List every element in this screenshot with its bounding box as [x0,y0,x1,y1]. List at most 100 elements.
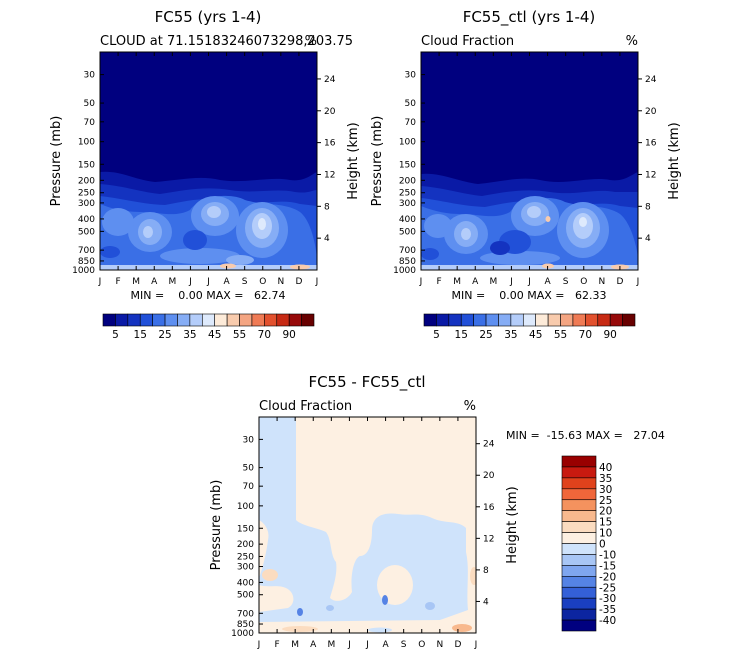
colorbar-swatch [561,510,597,522]
colorbar-swatch [139,313,153,327]
x-tick-label: S [242,277,248,287]
x-tick-label: M [327,640,335,650]
colorbar-swatch [201,313,216,327]
panel-a-ylabel-right: Height (km) [346,122,361,199]
panel-c-field [259,417,476,633]
panel-b-ylabel-right: Height (km) [667,122,682,199]
colorbar-label: 25 [479,329,492,341]
colorbar-label: 90 [603,329,616,341]
y-right-tick-label: 16 [645,139,657,149]
panel-c-ylabel-right: Height (km) [505,486,520,563]
y-right-tick-label: 4 [324,234,330,244]
panel-c-ylabel: Pressure (mb) [209,480,224,571]
y-right-tick-label: 24 [324,75,336,85]
y-tick-label: 30 [243,435,255,445]
colorbar-label: 45 [529,329,542,341]
x-tick-label: J [206,277,210,287]
y-tick-label: 400 [78,215,95,225]
colorbar-swatch [561,466,597,479]
colorbar-swatch [127,313,141,327]
y-tick-label: 500 [237,591,254,601]
y-right-tick-label: 16 [483,503,495,513]
panel-b-field [421,52,638,270]
colorbar-swatch [288,313,302,327]
x-tick-label: A [382,640,389,650]
x-tick-label: N [598,277,605,287]
colorbar-label: 70 [258,329,271,341]
colorbar-swatch [264,313,278,327]
y-tick-label: 700 [237,609,254,619]
x-tick-label: M [168,277,176,287]
colorbar-swatch [622,313,636,327]
colorbar-label: 0 [599,539,606,551]
y-right-tick-label: 20 [483,471,495,481]
x-tick-label: A [310,640,317,650]
x-tick-label: M [132,277,140,287]
y-right-tick-label: 20 [324,107,336,117]
panel-c-subtitle: Cloud Fraction [259,399,352,414]
y-tick-label: 850 [78,257,95,267]
x-tick-label: N [277,277,284,287]
colorbar-label: 55 [233,329,246,341]
colorbar-label: -20 [599,571,616,583]
colorbar-swatch [485,313,499,327]
x-tick-label: F [274,640,279,650]
x-tick-label: J [509,277,513,287]
colorbar-label: -25 [599,582,616,594]
colorbar-swatch [423,313,437,327]
colorbar-swatch [561,532,597,544]
y-tick-label: 250 [237,552,254,562]
y-tick-label: 500 [78,227,95,237]
panel-a-colorbar: 5 15 25 35 45 55 70 90 [102,313,315,341]
y-tick-label: 70 [243,482,255,492]
panel-a-stats: MIN = 0.00 MAX = 62.74 [131,289,286,302]
colorbar-label: 25 [599,495,612,507]
colorbar-swatch [561,521,597,533]
x-tick-label: J [636,277,640,287]
colorbar-swatch [214,313,228,327]
colorbar-swatch [276,313,290,327]
y-tick-label: 400 [399,215,416,225]
panel-b-ylabel: Pressure (mb) [370,116,385,207]
colorbar-swatch [561,554,597,566]
colorbar-swatch [448,313,462,327]
y-tick-label: 300 [78,199,95,209]
colorbar-swatch [585,313,599,327]
colorbar-label: -10 [599,549,616,561]
colorbar-swatch [152,313,166,327]
colorbar-label: 30 [599,484,612,496]
colorbar-label: 10 [599,528,612,540]
colorbar-label: 90 [282,329,295,341]
panel-b-subtitle: Cloud Fraction [421,34,514,49]
panel-c-ticks: J F M A M J J A S O N D J305070100150200250300400500… [231,417,495,650]
y-right-tick-label: 8 [324,202,330,212]
y-tick-label: 150 [399,160,416,170]
colorbar-swatch [572,313,586,327]
x-tick-label: O [418,640,425,650]
y-tick-label: 1000 [231,629,254,639]
x-tick-label: A [223,277,230,287]
colorbar-swatch [239,313,253,327]
y-right-tick-label: 12 [645,170,656,180]
x-tick-label: N [436,640,443,650]
y-tick-label: 30 [405,71,417,81]
colorbar-swatch [473,313,487,327]
x-tick-label: O [259,277,266,287]
y-tick-label: 1000 [393,266,416,276]
colorbar-swatch [164,313,178,327]
colorbar-label: -15 [599,560,616,572]
y-tick-label: 150 [78,160,95,170]
colorbar-label: -40 [599,615,616,627]
y-tick-label: 150 [237,524,254,534]
x-tick-label: J [188,277,192,287]
x-tick-label: F [436,277,441,287]
y-tick-label: 200 [237,540,254,550]
y-right-tick-label: 16 [324,139,336,149]
x-tick-label: J [365,640,369,650]
x-tick-label: M [291,640,299,650]
panel-a-title: FC55 (yrs 1-4) [155,8,262,26]
panel-a-units: % [305,34,317,49]
x-tick-label: O [580,277,587,287]
panel-c-stats: MIN = -15.63 MAX = 27.04 [506,429,665,442]
